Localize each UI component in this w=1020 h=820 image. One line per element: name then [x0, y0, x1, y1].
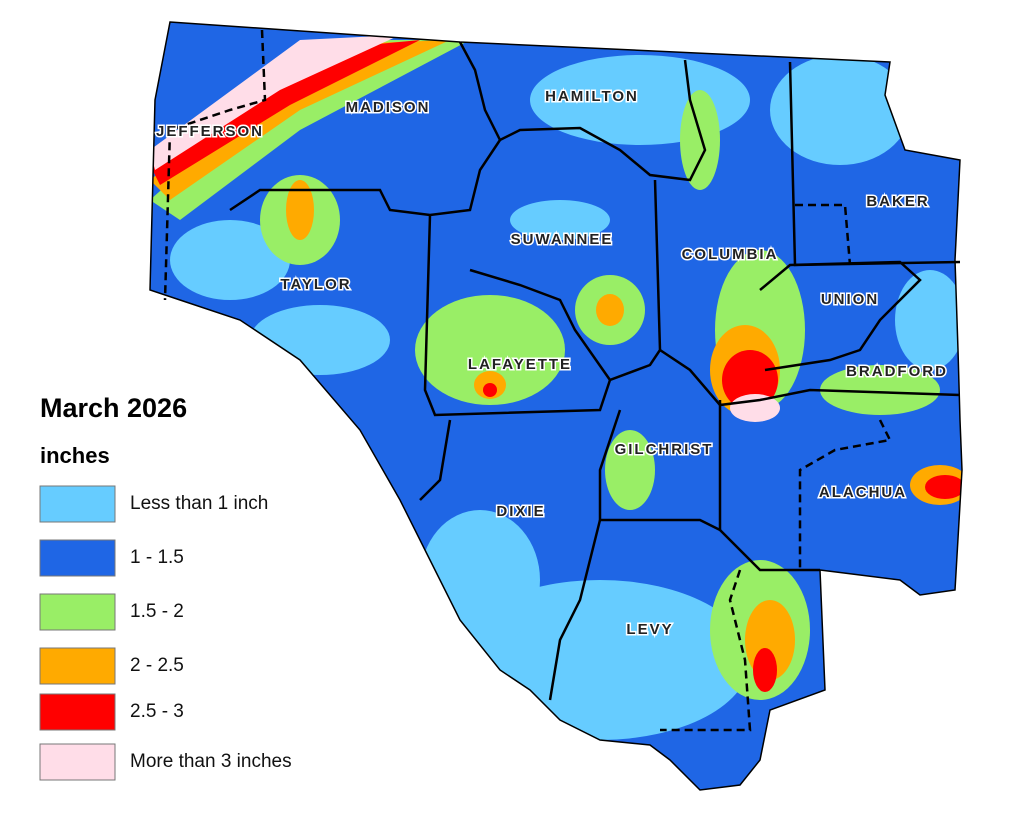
legend-swatch — [39, 647, 116, 685]
legend-label: 2.5 - 3 — [130, 701, 184, 722]
county-label: GILCHRIST — [615, 441, 714, 458]
county-label: MADISON — [346, 99, 431, 116]
county-boundaries — [163, 29, 961, 732]
legend-swatch — [39, 485, 116, 523]
county-label: LEVY — [626, 621, 673, 638]
county-labels: JEFFERSON MADISON HAMILTON SUWANNEE COLU… — [154, 86, 948, 639]
county-label: JEFFERSON — [156, 123, 264, 140]
legend-label: 1 - 1.5 — [130, 547, 184, 568]
legend: Less than 1 inch 1 - 1.5 1.5 - 2 2 - 2.5 2.5… — [39, 485, 292, 781]
county-label: COLUMBIA — [682, 246, 779, 263]
county-label: UNION — [821, 291, 879, 308]
county-label: LAFAYETTE — [468, 356, 572, 373]
legend-unit: inches — [40, 443, 110, 468]
legend-label: Less than 1 inch — [130, 493, 268, 514]
legend-swatch — [39, 743, 116, 781]
legend-label: More than 3 inches — [130, 751, 292, 772]
region-outline — [149, 21, 963, 791]
map-title: March 2026 — [40, 393, 187, 423]
county-label: DIXIE — [496, 503, 545, 520]
county-label: TAYLOR — [280, 276, 351, 293]
legend-label: 1.5 - 2 — [130, 601, 184, 622]
county-label: ALACHUA — [819, 484, 907, 501]
legend-swatch — [39, 593, 116, 631]
county-label: HAMILTON — [545, 88, 639, 105]
legend-swatch — [39, 539, 116, 577]
legend-label: 2 - 2.5 — [130, 655, 184, 676]
legend-swatch — [39, 693, 116, 731]
county-label: BAKER — [866, 193, 929, 210]
county-label: BRADFORD — [846, 363, 948, 380]
county-label: SUWANNEE — [511, 231, 614, 248]
